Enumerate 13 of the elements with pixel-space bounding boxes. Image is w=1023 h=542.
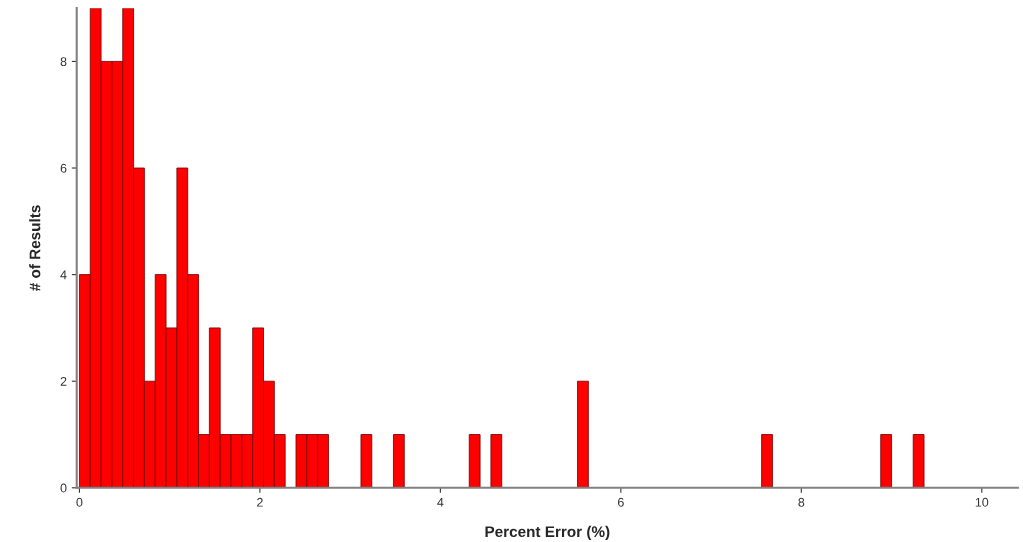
y-axis-title: # of Results — [29, 205, 41, 291]
x-tick-label: 4 — [437, 497, 444, 507]
y-tick-label: 6 — [60, 163, 67, 173]
x-tick-label: 10 — [975, 497, 989, 507]
x-tick-label: 6 — [618, 497, 624, 507]
y-tick-label: 0 — [60, 483, 67, 493]
y-tick-label: 8 — [60, 57, 67, 67]
y-tick-label: 2 — [60, 377, 67, 386]
x-axis-title: Percent Error (%) — [485, 525, 610, 541]
x-tick-label: 8 — [798, 497, 805, 507]
y-tick-label: 4 — [60, 270, 67, 280]
x-tick-label: 2 — [257, 497, 263, 507]
x-tick-label: 0 — [76, 497, 83, 507]
